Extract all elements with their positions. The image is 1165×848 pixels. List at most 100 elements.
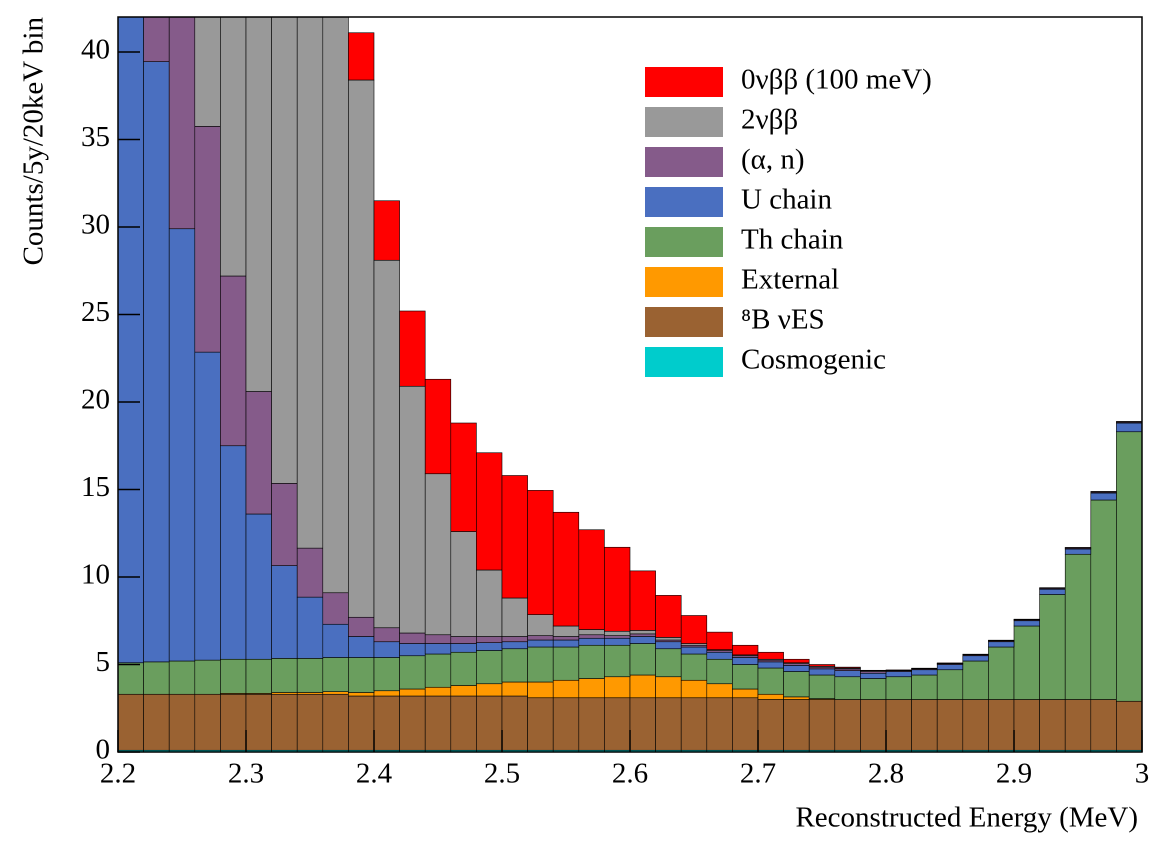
bar-segment — [808, 699, 836, 751]
bar-segment — [348, 79, 375, 618]
bar-segment — [552, 646, 580, 681]
bar-segment — [450, 695, 477, 751]
bar-segment — [348, 692, 375, 697]
bar-segment — [604, 644, 631, 678]
bar-segment — [757, 661, 784, 669]
bar-segment — [629, 630, 656, 635]
bar-segment — [578, 629, 605, 636]
bar-segment — [322, 657, 349, 692]
bar-segment — [1064, 548, 1092, 555]
bar-segment — [552, 697, 580, 751]
bar-segment — [936, 669, 964, 700]
bar-segment — [424, 634, 452, 644]
bar-segment — [911, 674, 938, 700]
bar-segment — [936, 664, 964, 671]
bar-segment — [322, 623, 349, 658]
bar-segment — [1064, 553, 1092, 700]
bar-segment — [988, 699, 1015, 751]
legend-swatch — [645, 187, 723, 217]
bar-segment — [834, 670, 861, 678]
bar-segment — [578, 697, 605, 751]
y-tick-label: 20 — [81, 384, 110, 416]
bar-segment — [501, 597, 528, 637]
bar-segment — [348, 636, 375, 658]
bar-segment — [655, 595, 682, 638]
bar-segment — [1090, 699, 1117, 751]
bar-segment — [373, 641, 400, 658]
bar-segment — [680, 653, 708, 681]
bar-segment — [296, 693, 324, 751]
bar-segment — [245, 513, 272, 660]
bar-segment — [885, 671, 912, 678]
bar-segment — [399, 688, 426, 697]
bar-segment — [962, 655, 989, 662]
bar-segment — [373, 695, 400, 751]
bar-segment — [578, 678, 605, 699]
bar-segment — [424, 653, 452, 688]
y-tick-label: 0 — [96, 734, 111, 766]
bar-segment — [783, 665, 810, 672]
y-tick-label: 25 — [81, 296, 110, 328]
bar-segment — [988, 646, 1015, 700]
bar-segment — [450, 422, 477, 532]
bar-segment — [578, 529, 605, 630]
bar-segment — [706, 651, 733, 660]
y-tick-label: 10 — [81, 559, 110, 591]
x-axis-label: Reconstructed Energy (MeV) — [795, 802, 1138, 834]
bar-segment — [655, 648, 682, 678]
bar-segment — [885, 676, 912, 700]
bar-segment — [220, 275, 247, 447]
legend-label: ⁸B νES — [741, 304, 825, 336]
bar-segment — [220, 658, 247, 694]
bar-segment — [501, 681, 528, 697]
bar-segment — [629, 570, 656, 631]
bar-segment — [706, 631, 733, 650]
bar-segment — [118, 17, 144, 664]
bar-segment — [1039, 594, 1066, 700]
legend-label: U chain — [741, 184, 832, 216]
bar-segment — [220, 17, 247, 277]
bar-segment — [604, 630, 631, 636]
bar-segment — [424, 473, 452, 636]
y-tick-label: 5 — [96, 646, 111, 678]
bar-segment — [348, 657, 375, 693]
bar-segment — [271, 565, 298, 659]
bar-segment — [706, 683, 733, 699]
bar-segment — [680, 646, 708, 655]
bar-segment — [194, 126, 221, 353]
bar-segment — [476, 636, 503, 643]
bar-segment — [936, 699, 964, 751]
bar-segment — [552, 511, 580, 627]
bar-segment — [783, 696, 810, 700]
bar-segment — [911, 669, 938, 676]
bar-segment — [604, 546, 631, 632]
bar-segment — [552, 636, 580, 641]
bar-segment — [373, 627, 400, 643]
legend-label: Cosmogenic — [741, 344, 886, 376]
bar-segment — [271, 17, 298, 484]
bar-segment — [296, 596, 324, 659]
bar-segment — [168, 17, 196, 230]
legend-swatch — [645, 107, 723, 137]
bar-segment — [322, 592, 349, 625]
bar-segment — [834, 676, 861, 700]
bar-segment — [373, 690, 400, 697]
legend-swatch — [645, 307, 723, 337]
bar-segment — [885, 699, 912, 751]
x-tick-label: 2.5 — [484, 758, 520, 790]
bar-segment — [296, 658, 324, 693]
x-tick-label: 2.8 — [868, 758, 904, 790]
bar-segment — [604, 676, 631, 699]
bar-segment — [501, 648, 528, 683]
bar-segment — [118, 693, 144, 751]
bar-segment — [245, 658, 272, 694]
bar-segment — [450, 651, 477, 686]
bar-segment — [732, 657, 759, 665]
bar-segment — [680, 615, 708, 644]
bar-segment — [399, 632, 426, 644]
bar-segment — [732, 664, 759, 690]
bar-segment — [143, 17, 170, 62]
bar-segment — [860, 699, 887, 751]
bar-segment — [655, 676, 682, 699]
